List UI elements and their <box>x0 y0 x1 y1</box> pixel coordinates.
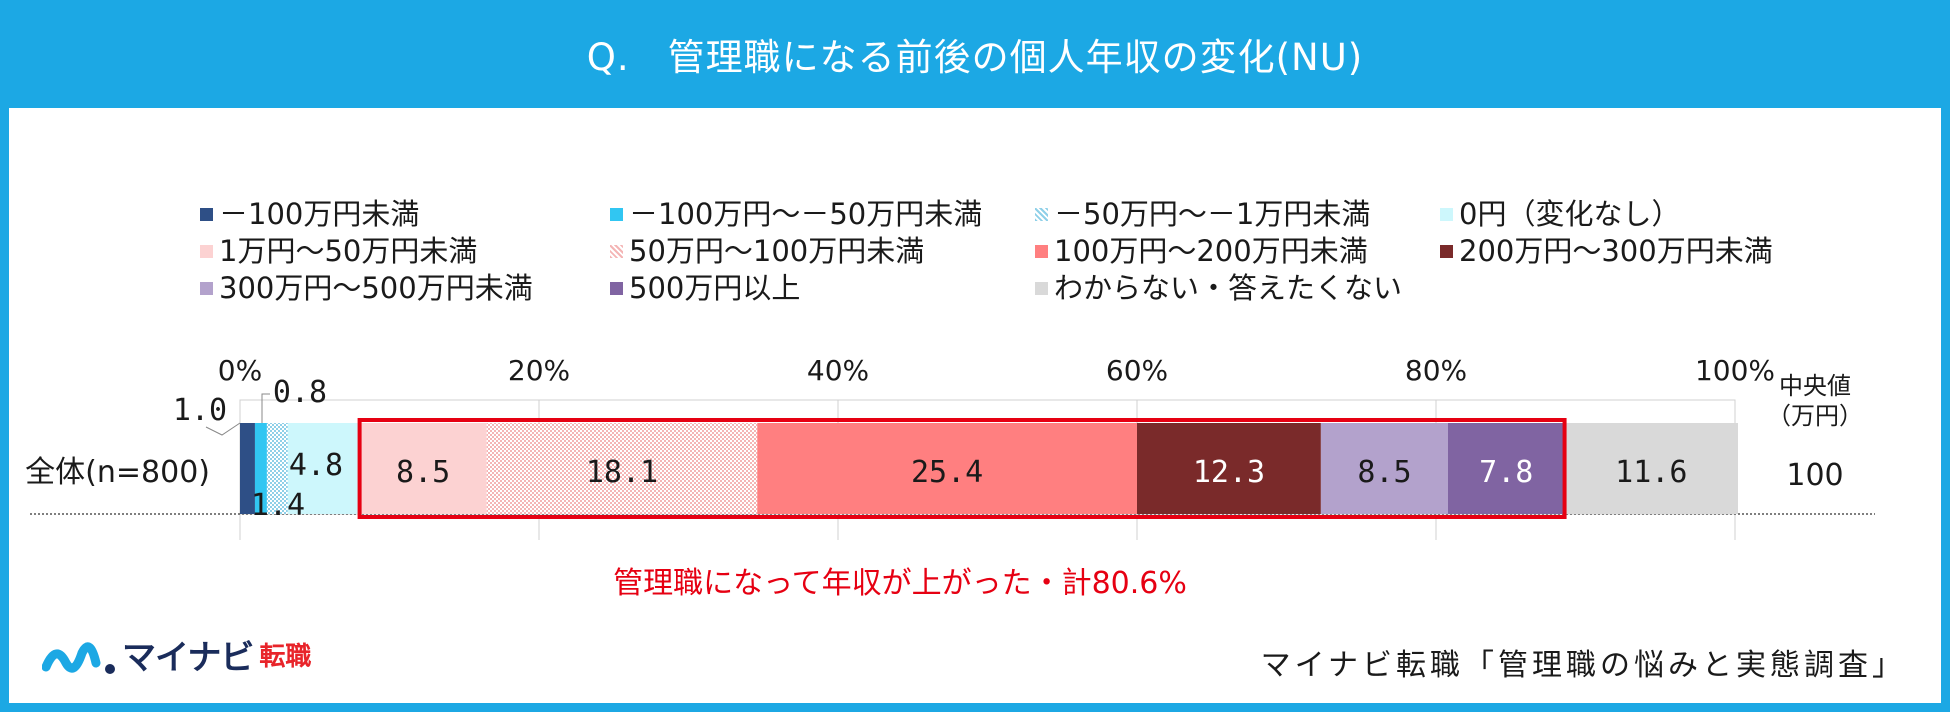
legend-swatch <box>1035 245 1048 258</box>
data-label: 25.4 <box>911 455 983 490</box>
legend-swatch <box>610 245 623 258</box>
median-value: 100 <box>1786 458 1843 493</box>
legend-swatch <box>1035 282 1048 295</box>
data-label: 1.4 <box>251 488 305 523</box>
legend-item: 200万円～300万円未満 <box>1440 233 1773 270</box>
brand-logo: マイナビ 転職 <box>42 630 311 679</box>
legend-swatch <box>200 282 213 295</box>
legend-label: 200万円～300万円未満 <box>1459 234 1773 268</box>
bar-segment <box>1564 423 1738 514</box>
y-category-label: 全体(n=800) <box>25 455 210 490</box>
highlight-box <box>357 418 1567 519</box>
legend-label: 500万円以上 <box>629 271 801 305</box>
bar-segment <box>1447 423 1565 514</box>
legend-swatch <box>1440 208 1453 221</box>
data-label: 7.8 <box>1479 455 1533 490</box>
legend-item: わからない・答えたくない <box>1035 270 1402 307</box>
legend-label: －50万円～－1万円未満 <box>1054 197 1371 231</box>
legend-item: －50万円～－1万円未満 <box>1035 196 1370 233</box>
data-label: 4.8 <box>289 448 343 483</box>
legend-label: －100万円～－50万円未満 <box>629 197 983 231</box>
legend-item: 50万円～100万円未満 <box>610 233 924 270</box>
x-tick-label: 60% <box>1106 354 1168 387</box>
legend-swatch <box>610 282 623 295</box>
bar-segment <box>359 423 487 514</box>
legend-item: 500万円以上 <box>610 270 800 307</box>
logo-sub: 転職 <box>259 642 312 672</box>
legend-label: 100万円～200万円未満 <box>1054 234 1368 268</box>
legend-swatch <box>1440 245 1453 258</box>
legend-label: 1万円～50万円未満 <box>219 234 478 268</box>
bar-segment <box>287 423 360 514</box>
mynavi-logo-icon <box>42 641 115 674</box>
data-label: 12.3 <box>1193 455 1265 490</box>
highlight-annotation: 管理職になって年収が上がった・計80.6% <box>613 566 1187 601</box>
data-label: 8.5 <box>1357 455 1411 490</box>
legend-swatch <box>200 208 213 221</box>
legend-item: 300万円～500万円未満 <box>200 270 533 307</box>
legend-swatch <box>610 208 623 221</box>
x-tick-label: 80% <box>1405 354 1467 387</box>
data-label: 1.0 <box>173 393 227 428</box>
legend-label: 300万円～500万円未満 <box>219 271 533 305</box>
legend-item: －100万円未満 <box>200 196 419 233</box>
legend-label: わからない・答えたくない <box>1054 271 1403 305</box>
data-label: 8.5 <box>396 455 450 490</box>
bar-segment <box>486 423 758 514</box>
legend-item: 100万円～200万円未満 <box>1035 233 1368 270</box>
logo-brand: マイナビ <box>122 638 254 678</box>
legend-swatch <box>200 245 213 258</box>
data-label: 11.6 <box>1615 455 1687 490</box>
chart-title: Q. 管理職になる前後の個人年収の変化(NU) <box>586 36 1364 79</box>
data-label: 18.1 <box>586 455 658 490</box>
bar-segment <box>1320 423 1448 514</box>
bar-segment <box>240 423 255 514</box>
leader-line <box>205 422 241 436</box>
median-header-unit: （万円） <box>1767 402 1863 430</box>
legend-label: 50万円～100万円未満 <box>629 234 925 268</box>
legend-item: 1万円～50万円未満 <box>200 233 477 270</box>
source-note: マイナビ転職「管理職の悩みと実態調査」 <box>1260 648 1906 683</box>
legend-item: 0円（変化なし） <box>1440 196 1680 233</box>
x-tick-label: 40% <box>807 354 869 387</box>
legend-label: 0円（変化なし） <box>1459 197 1681 231</box>
title-band: Q. 管理職になる前後の個人年収の変化(NU) <box>0 0 1950 108</box>
leader-line <box>261 393 270 423</box>
x-tick-label: 100% <box>1695 354 1775 387</box>
bar-segment <box>254 423 267 514</box>
data-label: 0.8 <box>273 375 327 410</box>
bar-segment <box>757 423 1137 514</box>
legend-swatch <box>1035 208 1048 221</box>
bar-segment <box>266 423 288 514</box>
bar-segment <box>1137 423 1321 514</box>
median-header: 中央値 <box>1779 372 1851 400</box>
x-tick-label: 0% <box>218 354 262 387</box>
legend-label: －100万円未満 <box>219 197 420 231</box>
x-tick-label: 20% <box>508 354 570 387</box>
legend-item: －100万円～－50万円未満 <box>610 196 982 233</box>
